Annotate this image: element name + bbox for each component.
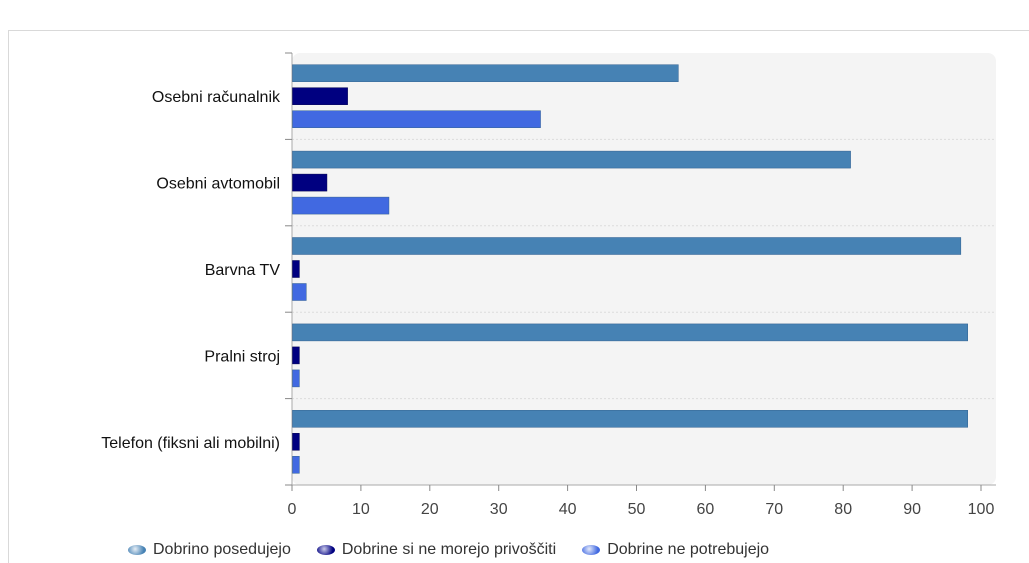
legend-item-owned: Dobrino posedujejo — [128, 541, 291, 559]
bar-unaffordable — [292, 87, 348, 105]
x-tick-label: 90 — [903, 501, 921, 518]
legend-marker-owned — [128, 545, 146, 555]
category-label: Telefon (fiksni ali mobilni) — [101, 435, 280, 452]
category-label: Barvna TV — [205, 262, 281, 279]
legend-marker-not-needed — [582, 545, 601, 555]
category-label: Pralni stroj — [204, 348, 280, 365]
x-tick-label: 100 — [968, 501, 995, 518]
bar-not-needed — [292, 283, 307, 301]
bar-owned — [292, 323, 968, 342]
legend-item-not-needed: Dobrine ne potrebujejo — [582, 541, 769, 559]
bar-unaffordable — [292, 260, 300, 278]
bar-owned — [292, 410, 968, 428]
bar-owned — [292, 237, 962, 255]
bar-owned — [292, 150, 851, 169]
bar-not-needed — [292, 456, 300, 474]
x-tick-label: 70 — [765, 501, 783, 518]
bar-unaffordable — [292, 173, 328, 192]
legend-label-owned: Dobrino posedujejo — [153, 541, 291, 558]
x-tick-label: 40 — [559, 501, 577, 518]
x-tick-label: 60 — [697, 501, 715, 518]
bar-owned — [292, 64, 679, 82]
x-axis: 0 10 20 30 40 50 60 70 80 90 100 — [288, 484, 996, 518]
category-label: Osebni računalnik — [152, 89, 281, 106]
bar-not-needed — [292, 196, 390, 215]
category-label: Osebni avtomobil — [156, 176, 280, 193]
bar-unaffordable — [292, 346, 300, 365]
x-tick-label: 30 — [490, 501, 508, 518]
y-axis — [285, 52, 293, 486]
bar-unaffordable — [292, 433, 300, 451]
frame-border-top — [8, 30, 1029, 31]
category-separators — [292, 138, 996, 400]
x-tick-label: 80 — [834, 501, 852, 518]
legend-item-unaffordable: Dobrine si ne morejo privoščiti — [316, 541, 557, 559]
x-tick-label: 20 — [421, 501, 439, 518]
category-labels: Osebni računalnik Osebni avtomobil Barvna … — [101, 89, 281, 452]
legend-marker-unaffordable — [316, 545, 335, 555]
bars — [292, 64, 968, 474]
legend: Dobrino posedujejo Dobrine si ne morejo … — [128, 541, 769, 559]
legend-label-not-needed: Dobrine ne potrebujejo — [607, 541, 770, 558]
legend-label-unaffordable: Dobrine si ne morejo privoščiti — [341, 541, 557, 558]
x-tick-label: 50 — [628, 501, 646, 518]
bar-not-needed — [292, 369, 300, 388]
bar-not-needed — [292, 110, 541, 128]
x-tick-label: 0 — [288, 501, 297, 518]
x-tick-label: 10 — [352, 501, 370, 518]
frame-border-left — [8, 30, 9, 563]
